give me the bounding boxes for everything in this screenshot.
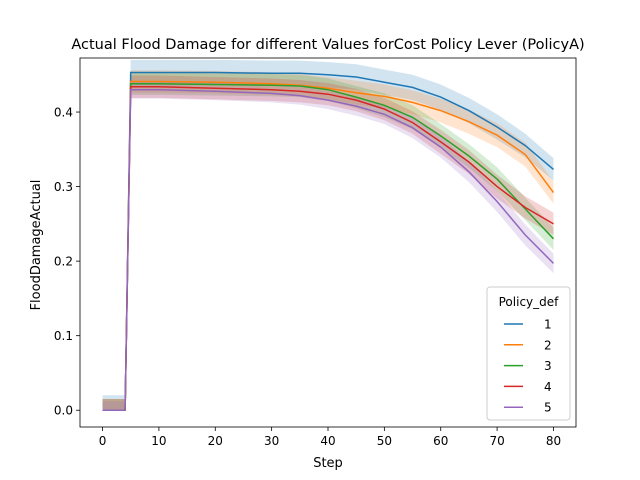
y-tick-label: 0.3 — [54, 180, 73, 194]
legend-label-2: 2 — [544, 338, 552, 352]
series-2-line — [102, 80, 555, 411]
y-tick-label: 0.0 — [54, 404, 73, 418]
x-tick-label: 40 — [320, 434, 335, 448]
chart-title: Actual Flood Damage for different Values… — [71, 37, 584, 53]
legend-label-5: 5 — [544, 401, 552, 415]
series-1-line — [102, 71, 554, 411]
x-tick-label: 70 — [489, 434, 504, 448]
legend-title: Policy_def — [499, 295, 560, 309]
series-3-line — [102, 82, 555, 411]
x-tick-label: 10 — [151, 434, 166, 448]
series-4-line — [102, 85, 554, 411]
legend-label-3: 3 — [544, 359, 552, 373]
x-tick-label: 60 — [433, 434, 448, 448]
y-axis-ticks: 0.0 0.1 0.2 0.3 0.4 — [54, 106, 80, 418]
y-axis-label: FloodDamageActual — [29, 180, 44, 311]
series-lines — [102, 71, 555, 411]
x-axis-label: Step — [313, 456, 343, 471]
series-5-line — [102, 88, 555, 411]
x-tick-label: 80 — [546, 434, 561, 448]
x-tick-label: 50 — [377, 434, 392, 448]
legend-label-1: 1 — [544, 318, 552, 332]
legend-label-4: 4 — [544, 380, 552, 394]
y-tick-label: 0.4 — [54, 106, 73, 120]
x-tick-label: 0 — [99, 434, 107, 448]
legend: Policy_def 1 2 3 4 5 — [486, 286, 571, 421]
x-tick-label: 20 — [208, 434, 223, 448]
y-tick-label: 0.2 — [54, 255, 73, 269]
y-tick-label: 0.1 — [54, 329, 73, 343]
x-axis-ticks: 0 10 20 30 40 50 60 70 80 — [99, 427, 561, 448]
x-tick-label: 30 — [264, 434, 279, 448]
